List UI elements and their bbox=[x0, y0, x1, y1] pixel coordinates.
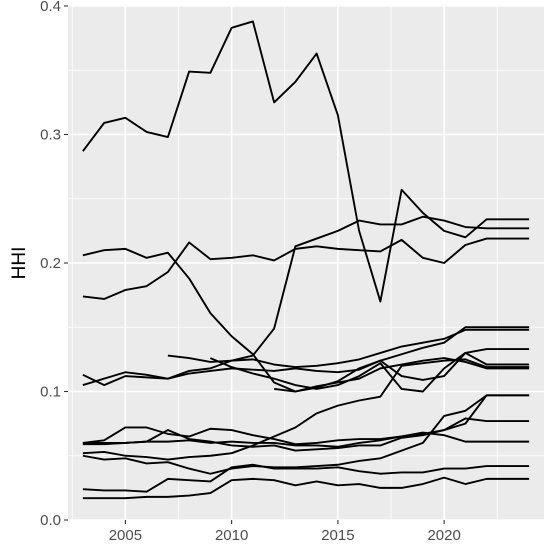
x-tick-label: 2015 bbox=[321, 527, 354, 544]
x-tick-label: 2010 bbox=[215, 527, 248, 544]
y-tick-label: 0.4 bbox=[40, 0, 61, 15]
series-line-14 bbox=[82, 463, 530, 493]
series-line-3 bbox=[82, 237, 530, 300]
series-lines bbox=[82, 20, 530, 500]
series-line-10 bbox=[82, 394, 530, 448]
y-tick-label: 0.1 bbox=[40, 384, 61, 401]
x-tick-label: 2005 bbox=[109, 527, 142, 544]
x-tick-label: 2020 bbox=[427, 527, 460, 544]
major-gridlines bbox=[68, 5, 544, 521]
series-line-4 bbox=[82, 215, 530, 387]
series-line-15 bbox=[82, 476, 530, 500]
y-axis-title: HHI bbox=[9, 247, 30, 280]
series-line-7 bbox=[210, 348, 530, 393]
y-tick-label: 0.3 bbox=[40, 127, 61, 144]
series-line-12 bbox=[82, 358, 530, 461]
series-line-8 bbox=[274, 357, 530, 393]
series-line-11 bbox=[82, 417, 530, 452]
y-axis: 0.0 0.1 0.2 0.3 0.4 bbox=[40, 0, 68, 529]
y-tick-label: 0.0 bbox=[40, 512, 61, 529]
x-axis: 2005 2010 2015 2020 bbox=[109, 520, 461, 544]
series-line-6 bbox=[167, 328, 530, 369]
series-line-13 bbox=[82, 394, 530, 475]
series-line-9 bbox=[82, 426, 530, 446]
y-tick-label: 0.2 bbox=[40, 255, 61, 272]
series-line-1 bbox=[82, 20, 530, 303]
